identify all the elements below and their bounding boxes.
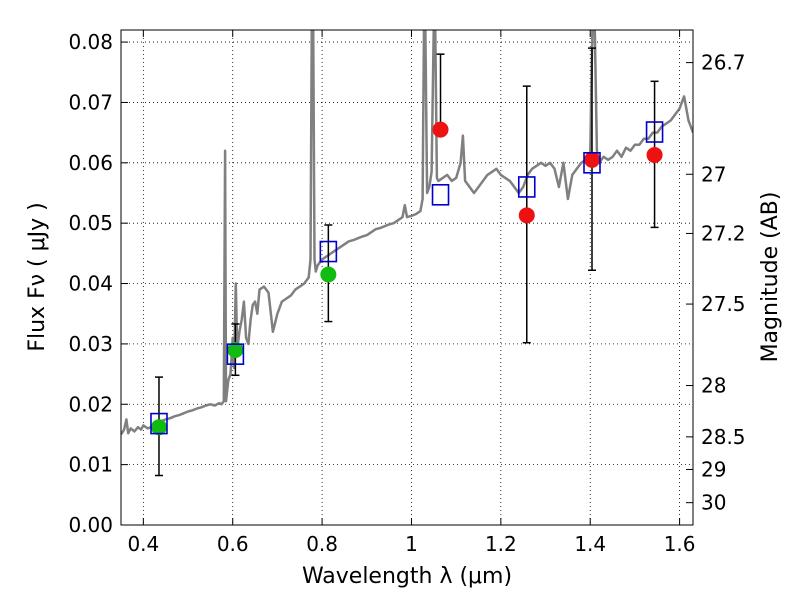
y-tick-label: 0.00 xyxy=(68,513,113,537)
y-tick-label: 0.01 xyxy=(68,453,113,477)
x-axis-label: Wavelength λ (μm) xyxy=(302,564,512,589)
model-flux-box xyxy=(645,121,664,143)
y-tick-label: 0.08 xyxy=(68,30,113,54)
axis-ticks: 0.4 0.6 0.8 1 1.2 1.4 1.6 0.00 0.01 0.02 0.03 0.04 0… xyxy=(68,30,746,556)
plot-frame xyxy=(120,29,694,526)
x-tick-label: 0.6 xyxy=(217,532,249,556)
observed-flux-point xyxy=(584,151,601,168)
mag-tick-label: 30 xyxy=(701,491,726,515)
spectrum-layer xyxy=(121,30,693,436)
errorbar-layer xyxy=(154,47,659,477)
mag-tick-label: 28 xyxy=(701,374,726,398)
mag-tick-label: 27.2 xyxy=(701,221,746,245)
observed-flux-point xyxy=(646,146,663,163)
y-axis-label: Flux Fν ( μJy ) xyxy=(25,202,50,351)
y-tick-label: 0.03 xyxy=(68,332,113,356)
model-flux-box xyxy=(150,412,168,435)
mag-tick-label: 26.7 xyxy=(701,51,746,75)
mag-tick-label: 27.5 xyxy=(701,292,746,316)
observed-flux-point xyxy=(518,207,535,224)
y2-axis-label: Magnitude (AB) xyxy=(758,192,783,363)
model-flux-box xyxy=(431,183,450,206)
mag-tick-label: 28.5 xyxy=(701,425,746,449)
x-tick-label: 1.4 xyxy=(574,532,606,556)
observed-flux-point xyxy=(320,266,337,283)
y-tick-label: 0.06 xyxy=(68,151,113,175)
x-tick-label: 0.8 xyxy=(306,532,338,556)
model-flux-box xyxy=(319,240,338,263)
mag-tick-label: 27 xyxy=(701,162,726,186)
x-tick-label: 1.2 xyxy=(485,532,517,556)
model-flux-box xyxy=(226,343,245,365)
y-tick-label: 0.04 xyxy=(68,272,113,296)
model-layer xyxy=(150,121,664,435)
observed-flux-point xyxy=(432,121,449,138)
x-tick-label: 1.6 xyxy=(664,532,696,556)
mag-tick-label: 29 xyxy=(701,457,726,481)
model-flux-box xyxy=(517,176,536,198)
observation-layer xyxy=(150,121,663,436)
model-flux-box xyxy=(583,152,601,174)
y-tick-label: 0.05 xyxy=(68,211,113,235)
observed-flux-point xyxy=(150,419,167,436)
x-tick-label: 0.4 xyxy=(127,532,159,556)
grid-lines xyxy=(121,30,693,525)
model-spectrum-line xyxy=(121,30,693,436)
x-tick-label: 1 xyxy=(405,532,418,556)
y-tick-label: 0.07 xyxy=(68,90,113,114)
y-tick-label: 0.02 xyxy=(68,392,113,416)
